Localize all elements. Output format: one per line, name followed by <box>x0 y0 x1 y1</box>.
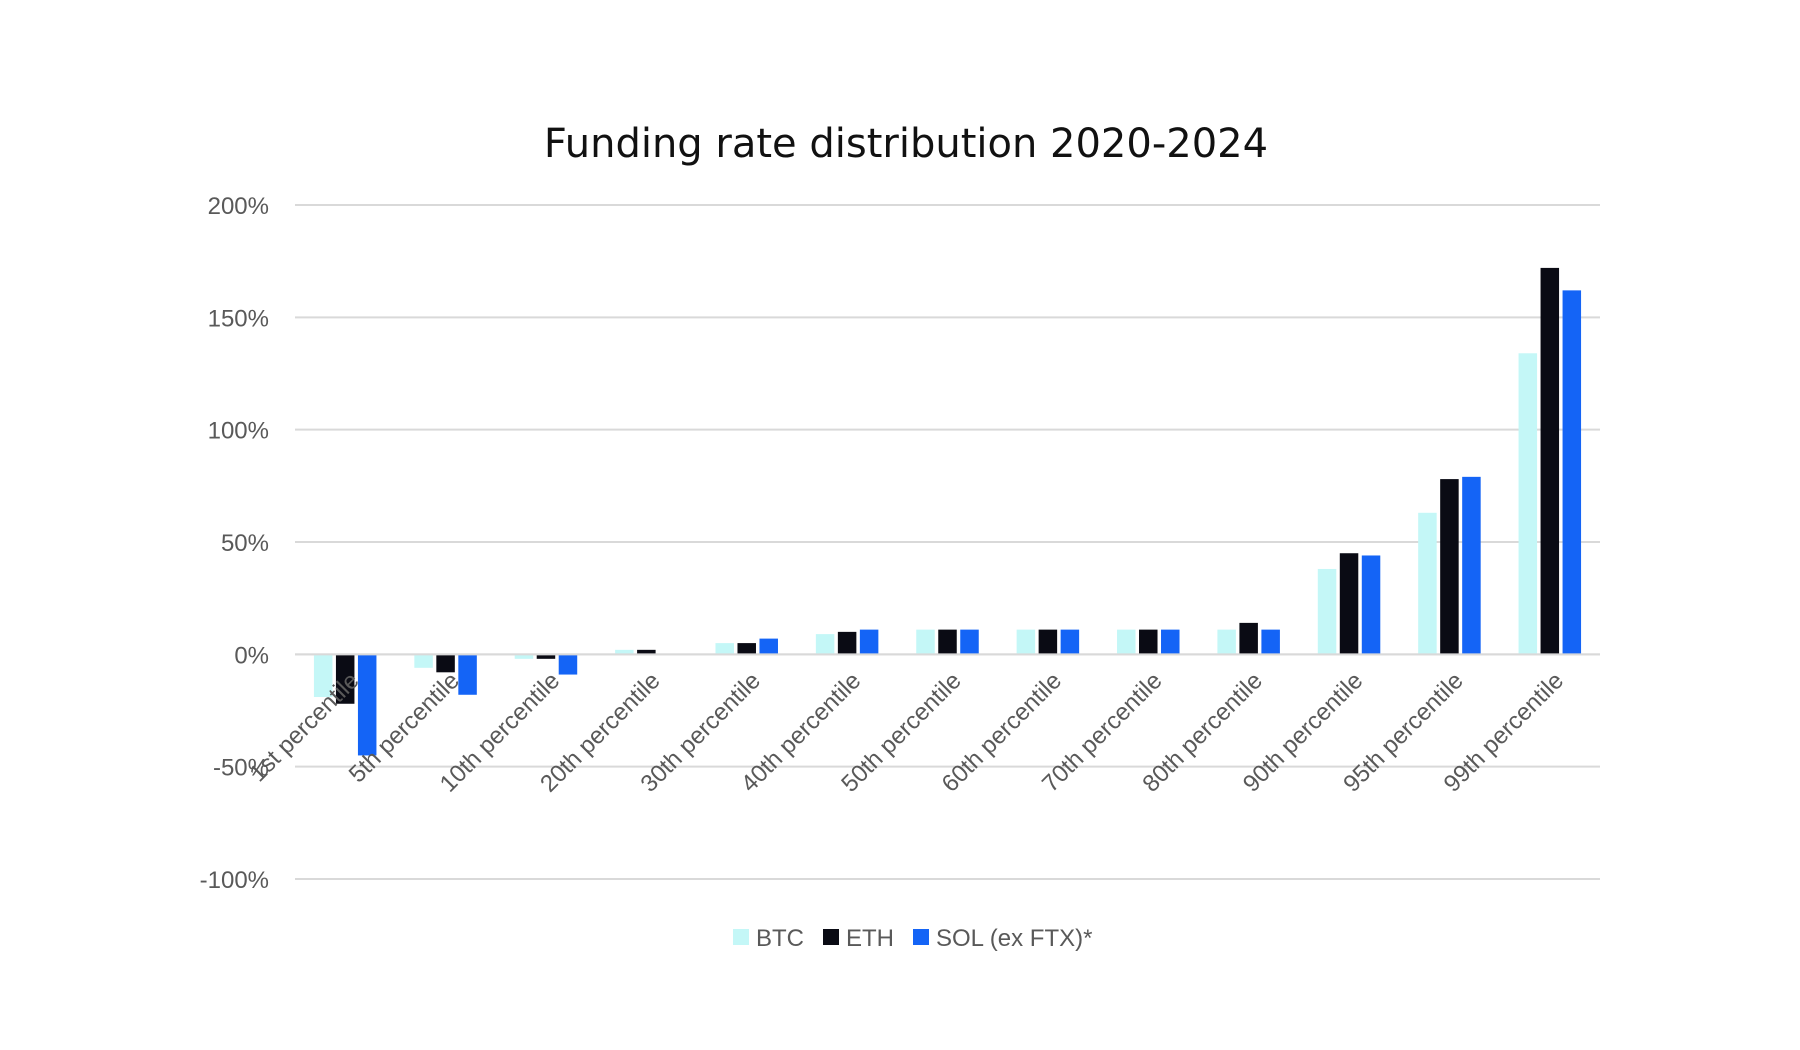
bar <box>1361 555 1381 655</box>
bar <box>1518 353 1538 655</box>
y-tick-label: 0% <box>234 642 269 669</box>
legend-label: ETH <box>846 925 894 952</box>
chart-title: Funding rate distribution 2020-2024 <box>544 121 1268 167</box>
bar <box>938 629 957 655</box>
bar <box>1440 479 1459 655</box>
bar <box>1339 553 1359 655</box>
bar <box>1139 629 1158 655</box>
bar <box>1540 267 1560 655</box>
bar <box>1562 290 1582 655</box>
bar <box>1317 568 1337 655</box>
bar <box>615 649 634 655</box>
bar <box>1418 512 1437 655</box>
bar <box>1239 622 1258 655</box>
y-axis-tick-labels: 200% 150% 100% 50% 0% -50% -100% <box>200 193 269 894</box>
bar <box>335 654 355 704</box>
legend-label: SOL (ex FTX)* <box>936 925 1092 952</box>
bar <box>859 629 879 655</box>
legend: BTC ETH SOL (ex FTX)* <box>733 925 1092 952</box>
bar <box>1217 629 1236 655</box>
y-tick-label: 150% <box>208 305 269 332</box>
bar <box>357 654 377 756</box>
bar <box>1462 476 1481 655</box>
bar <box>536 654 556 659</box>
legend-swatch <box>913 929 929 945</box>
bar <box>1060 629 1080 655</box>
bar <box>436 654 455 673</box>
bar <box>1117 629 1136 655</box>
legend-swatch <box>823 929 839 945</box>
legend-label: BTC <box>756 925 804 952</box>
y-tick-label: 200% <box>208 193 269 220</box>
bar <box>558 654 578 675</box>
y-tick-label: 50% <box>221 530 269 557</box>
bar <box>715 643 734 655</box>
bar <box>737 643 756 655</box>
bar <box>815 634 835 655</box>
y-tick-label: -100% <box>200 867 269 894</box>
bar <box>837 631 857 655</box>
y-tick-label: 100% <box>208 418 269 445</box>
bar <box>414 654 433 668</box>
bar <box>1038 629 1058 655</box>
bar <box>960 629 979 655</box>
bar <box>916 629 935 655</box>
y-tick-label: -50% <box>213 755 269 782</box>
bar <box>1016 629 1036 655</box>
bar <box>458 654 477 695</box>
bars <box>313 267 1582 756</box>
bar <box>637 649 656 655</box>
bar <box>313 654 333 698</box>
legend-swatch <box>733 929 749 945</box>
bar <box>514 654 534 659</box>
bar <box>1161 629 1180 655</box>
bar <box>759 638 778 655</box>
bar <box>1261 629 1280 655</box>
